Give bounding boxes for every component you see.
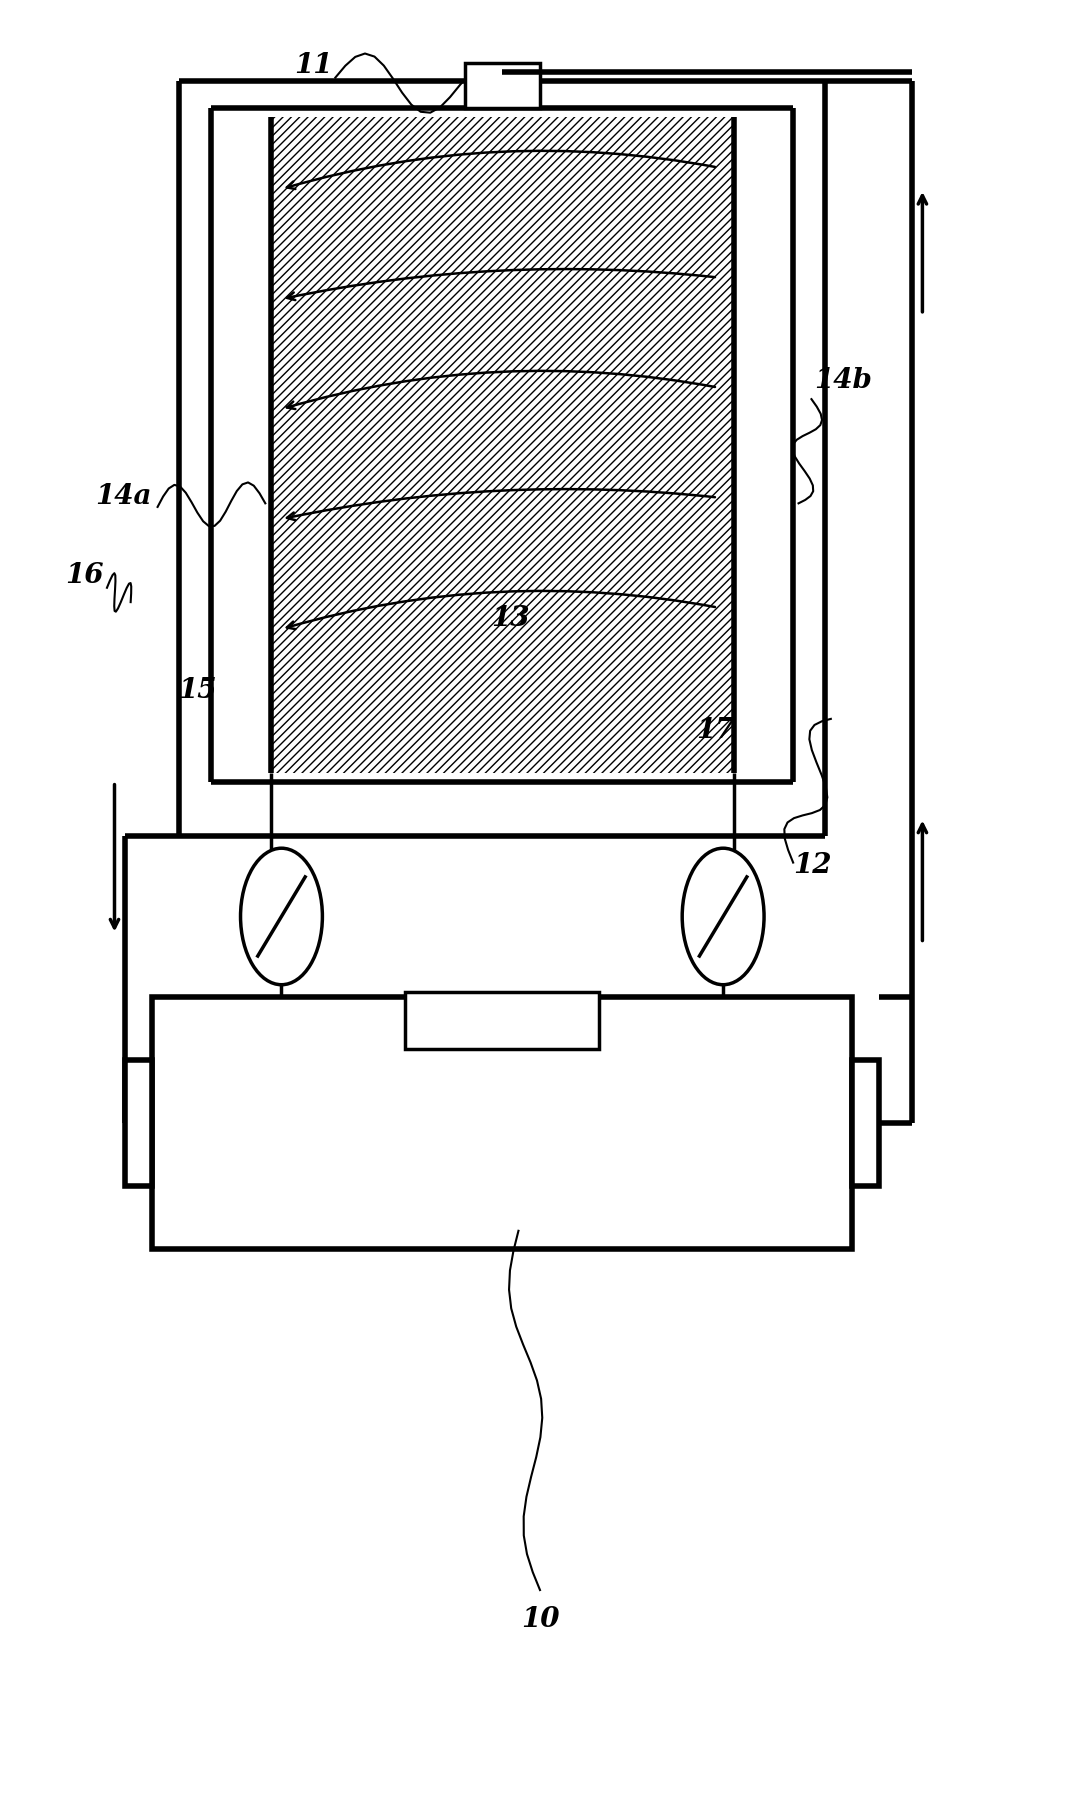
Text: 12: 12 (793, 850, 832, 877)
Text: 13: 13 (491, 606, 530, 633)
Text: 15: 15 (178, 676, 217, 705)
Bar (852, 1061, 879, 1187)
Text: 14b: 14b (814, 367, 873, 394)
Text: 10: 10 (521, 1606, 559, 1633)
Circle shape (241, 849, 323, 985)
Bar (271, 119, 734, 773)
Circle shape (683, 849, 764, 985)
Text: 16: 16 (65, 563, 104, 590)
Text: 11: 11 (295, 52, 333, 79)
Bar (125, 1061, 152, 1187)
Text: 14a: 14a (96, 484, 152, 511)
Bar (152, 998, 852, 1250)
Bar (464, 65, 540, 110)
Text: 17: 17 (697, 716, 734, 743)
Bar (405, 992, 599, 1050)
